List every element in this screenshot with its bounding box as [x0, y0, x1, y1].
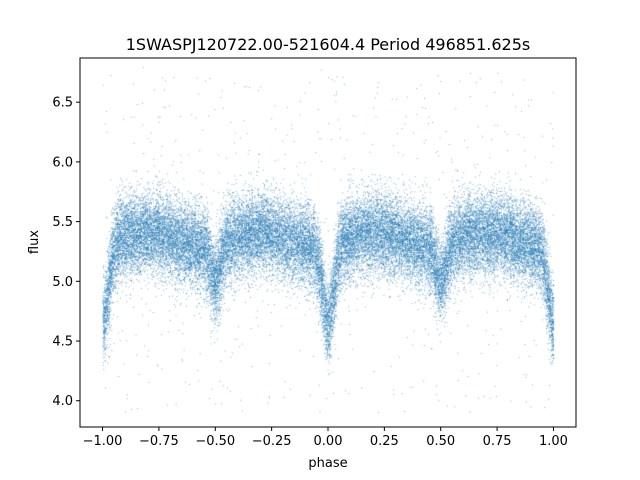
x-tick-label: −1.00	[83, 434, 123, 449]
y-tick-label: 6.5	[52, 96, 73, 111]
x-tick-label: 0.00	[314, 434, 343, 449]
chart-title: 1SWASPJ120722.00-521604.4 Period 496851.…	[126, 35, 531, 54]
x-tick-label: −0.75	[139, 434, 179, 449]
x-tick-label: 0.75	[483, 434, 512, 449]
x-tick-label: 0.25	[370, 434, 399, 449]
y-axis-label: flux	[27, 230, 42, 254]
y-tick-label: 4.5	[52, 335, 73, 350]
x-axis: −1.00 −0.75 −0.50 −0.25 0.00 0.25 0.50 0.75 1.00	[83, 427, 568, 449]
scatter-points	[80, 58, 576, 427]
plot-area	[80, 58, 576, 427]
y-axis: 4.0 4.5 5.0 5.5 6.0 6.5	[52, 96, 80, 409]
x-tick-label: 0.50	[426, 434, 455, 449]
x-axis-label: phase	[308, 456, 347, 471]
x-tick-label: −0.25	[252, 434, 292, 449]
x-tick-label: 1.00	[539, 434, 568, 449]
y-tick-label: 4.0	[52, 394, 73, 409]
y-tick-label: 5.0	[52, 275, 73, 290]
y-tick-label: 6.0	[52, 155, 73, 170]
y-tick-label: 5.5	[52, 215, 73, 230]
x-tick-label: −0.50	[195, 434, 235, 449]
scatter-canvas	[80, 58, 576, 427]
